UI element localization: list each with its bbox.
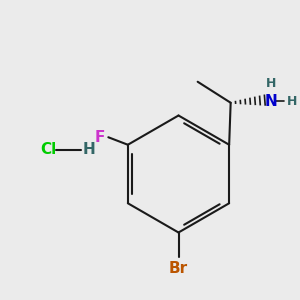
Text: H: H xyxy=(287,95,297,108)
Text: F: F xyxy=(94,130,104,145)
Text: H: H xyxy=(266,77,276,90)
Text: Br: Br xyxy=(169,261,188,276)
Text: N: N xyxy=(265,94,278,109)
Text: Cl: Cl xyxy=(40,142,56,158)
Text: H: H xyxy=(82,142,95,158)
